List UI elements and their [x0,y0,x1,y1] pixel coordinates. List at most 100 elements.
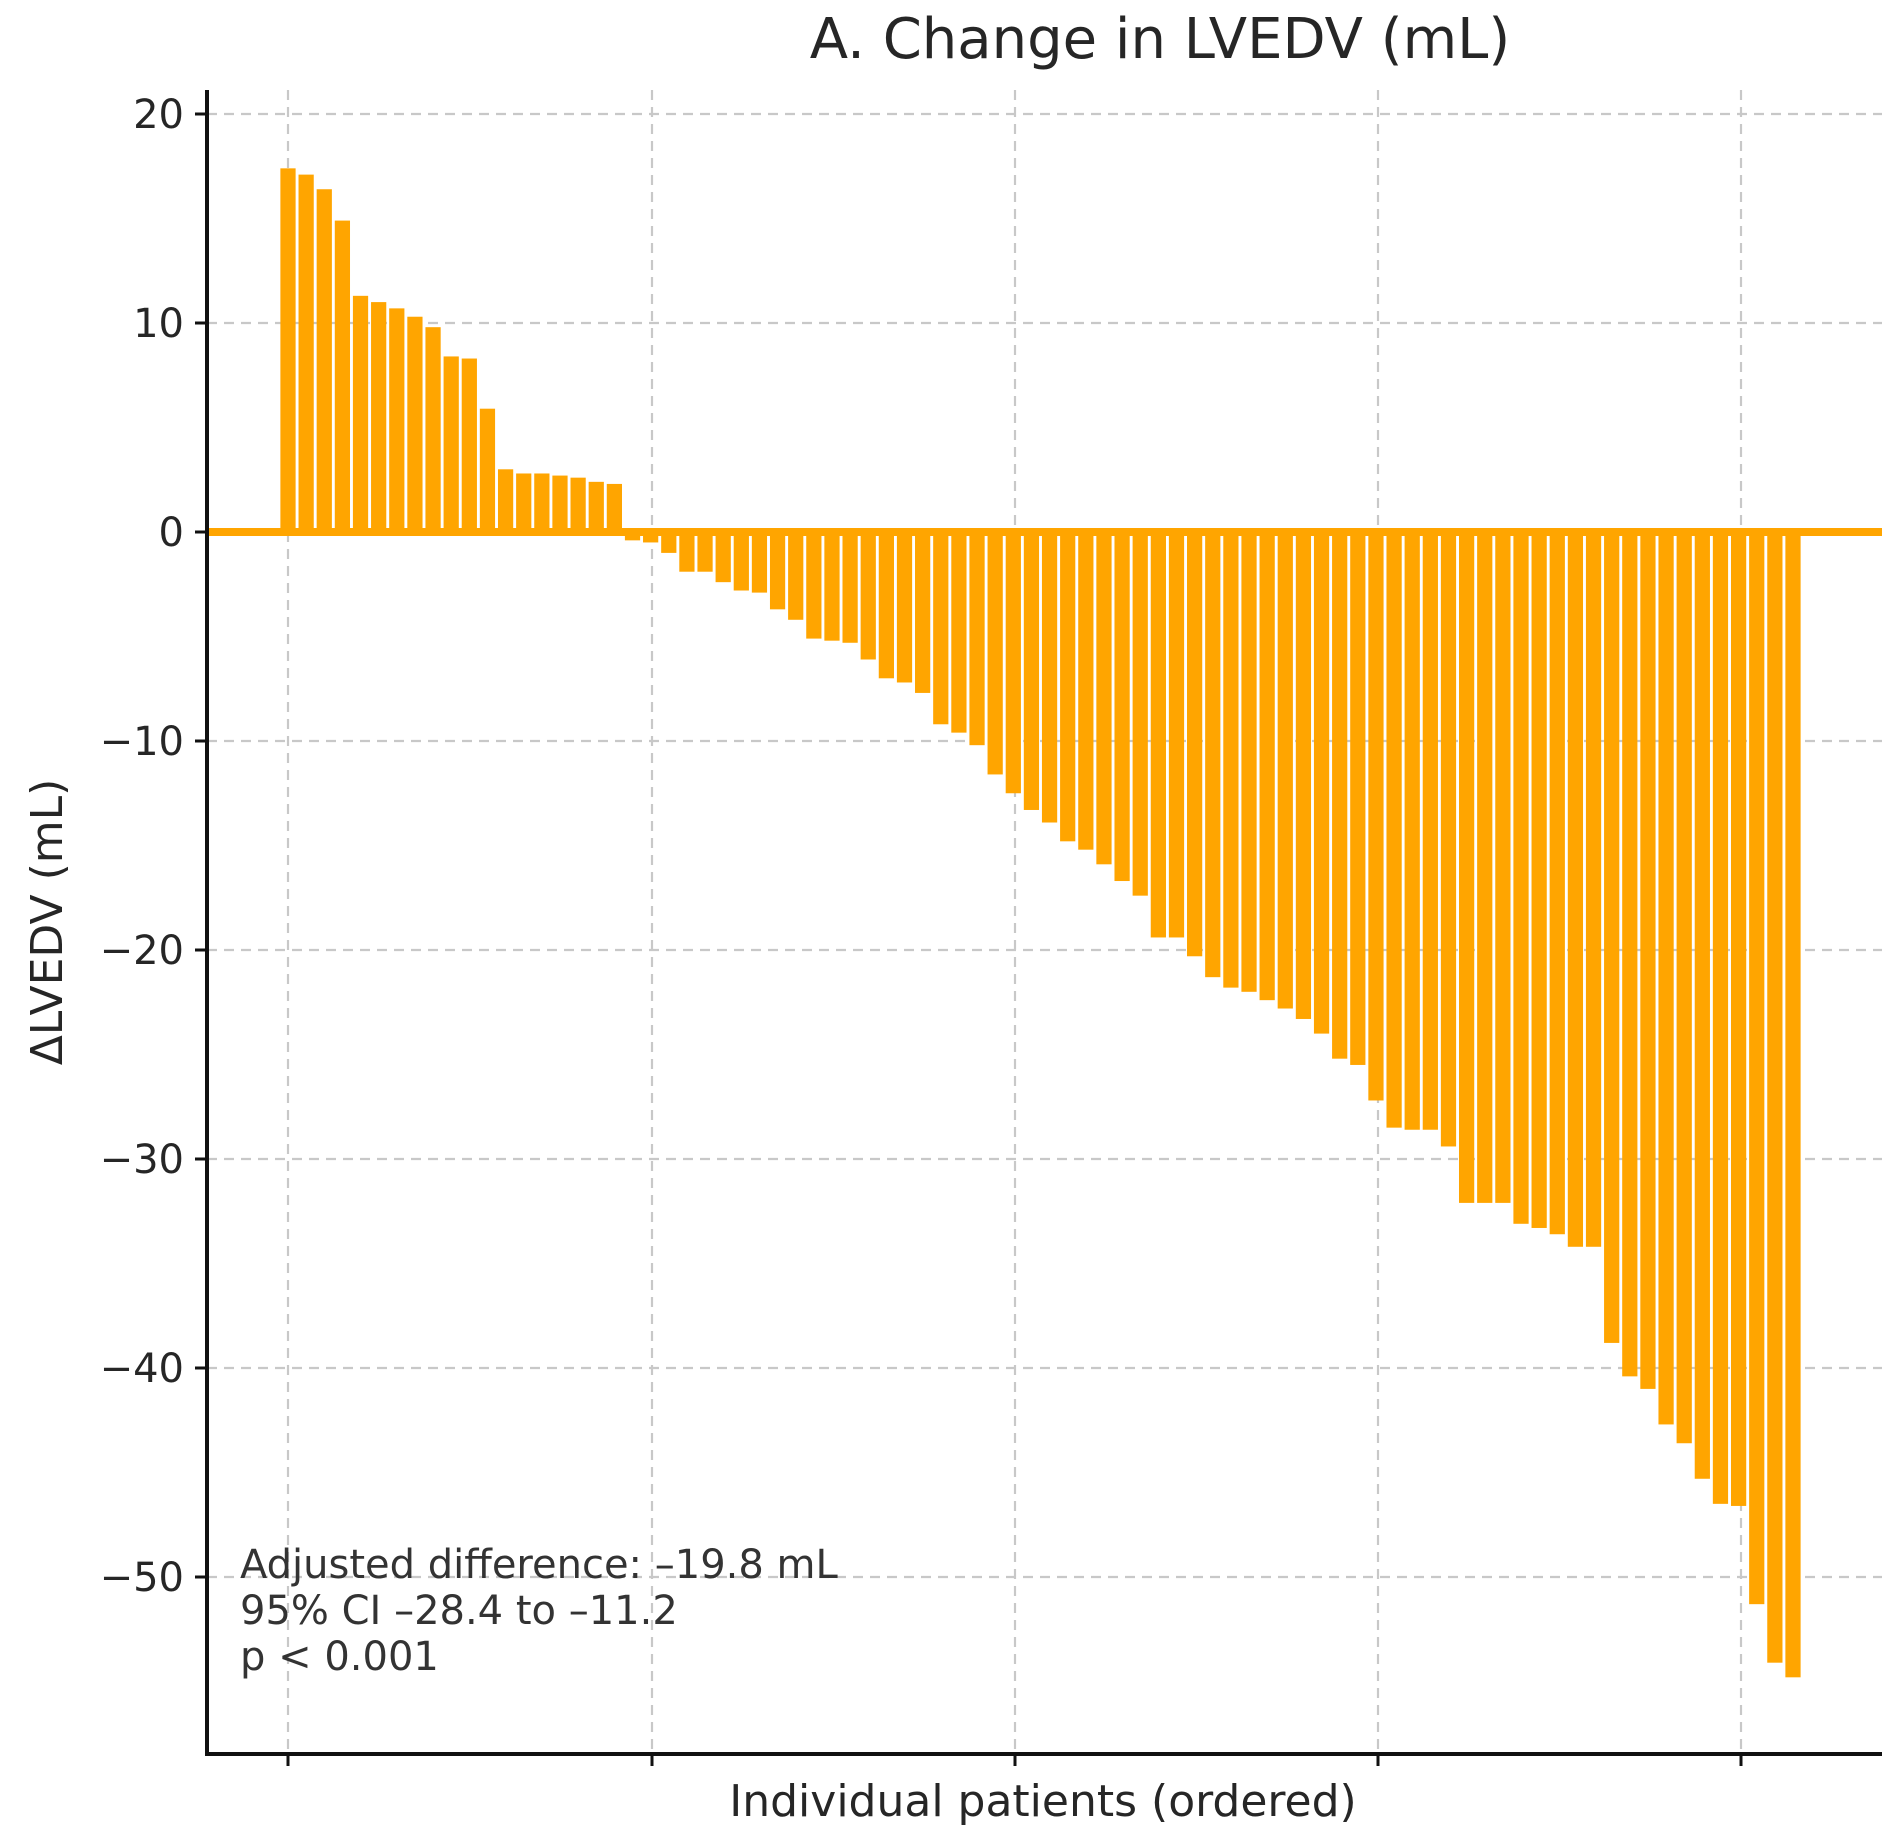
bar [1585,532,1602,1247]
bar [1694,532,1710,1479]
y-tick-label: −10 [100,719,184,765]
bar [352,295,369,532]
bar [588,481,604,532]
bar [298,174,314,533]
bar [1422,532,1438,1130]
bar [1404,532,1420,1130]
bar [552,475,568,532]
bar [1513,532,1529,1224]
bar [860,532,876,660]
bar [407,316,423,532]
bar [1712,532,1729,1504]
annotation-confidence-interval: 95% CI –28.4 to –11.2 [240,1588,678,1634]
bar [951,532,967,733]
bar [1368,532,1384,1101]
bar [987,532,1003,775]
annotation-p-value: p < 0.001 [240,1634,439,1680]
bar [1187,532,1203,957]
bar [1313,532,1330,1034]
bar [443,356,459,532]
bar [1730,532,1747,1506]
bar [1041,532,1058,823]
bar [334,220,351,532]
y-tick-label: 0 [159,510,184,556]
bar [1005,532,1021,794]
bar [1676,532,1692,1444]
bar [969,532,985,746]
bar [1440,532,1457,1147]
bar [679,532,695,572]
bar [479,408,496,532]
bars-group [280,168,1801,1678]
bar [1622,532,1638,1377]
bar [733,532,749,591]
bar [1150,532,1166,938]
bar [1386,532,1402,1128]
x-ticks [286,1754,1743,1766]
y-tick-label: 20 [133,92,184,138]
annotation-box: Adjusted difference: –19.8 mL 95% CI –28… [240,1542,838,1680]
bar [624,532,641,541]
bar [1168,532,1185,938]
bar [1658,532,1674,1425]
bar [697,532,713,572]
y-tick-label: 10 [133,301,184,347]
bar [1549,532,1565,1235]
bar [1567,532,1584,1247]
bar [425,327,441,532]
annotation-adjusted-difference: Adjusted difference: –19.8 mL [240,1542,838,1588]
y-tick-label: −20 [100,928,184,974]
y-tick-label: −30 [100,1137,184,1183]
bar [1749,532,1765,1605]
bar [497,469,514,532]
bar [896,532,913,683]
bar [570,477,586,532]
bar [1114,532,1130,882]
bar [1459,532,1475,1203]
bar [1495,532,1511,1203]
bar [643,532,659,543]
bar [1785,532,1801,1678]
y-tick-label: −40 [100,1346,184,1392]
bar [389,308,405,532]
bar [1259,532,1275,1001]
bar [1205,532,1221,978]
bar [806,532,822,639]
bar [534,473,550,532]
bar [1531,532,1547,1228]
y-ticks: 20 10 0 −10 −20 −30 −40 −50 [100,92,207,1601]
bar [769,532,786,610]
bar [915,532,931,693]
bar [606,483,622,532]
bar [878,532,894,679]
bar [1767,532,1783,1663]
bar [661,532,677,553]
bar [280,168,296,532]
bar [1078,532,1094,850]
bar [842,532,858,643]
bar [1096,532,1112,865]
bar [516,473,532,532]
bar [371,302,387,532]
bar [1350,532,1366,1065]
bar [788,532,804,620]
bar [1132,532,1148,896]
bar [933,532,949,725]
bar [1295,532,1312,1019]
bar [1223,532,1239,988]
chart-title: A. Change in LVEDV (mL) [810,7,1510,72]
bar [715,532,731,583]
y-tick-label: −50 [100,1555,184,1601]
x-axis-label: Individual patients (ordered) [729,1776,1356,1827]
bar [1604,532,1620,1343]
bar [1060,532,1076,842]
bar [824,532,840,641]
bar [316,189,332,533]
bar [1277,532,1293,1009]
bar [461,358,477,532]
bar [1332,532,1348,1059]
bar [1477,532,1493,1203]
y-axis-label: ΔLVEDV (mL) [22,779,73,1066]
bar [1640,532,1656,1389]
